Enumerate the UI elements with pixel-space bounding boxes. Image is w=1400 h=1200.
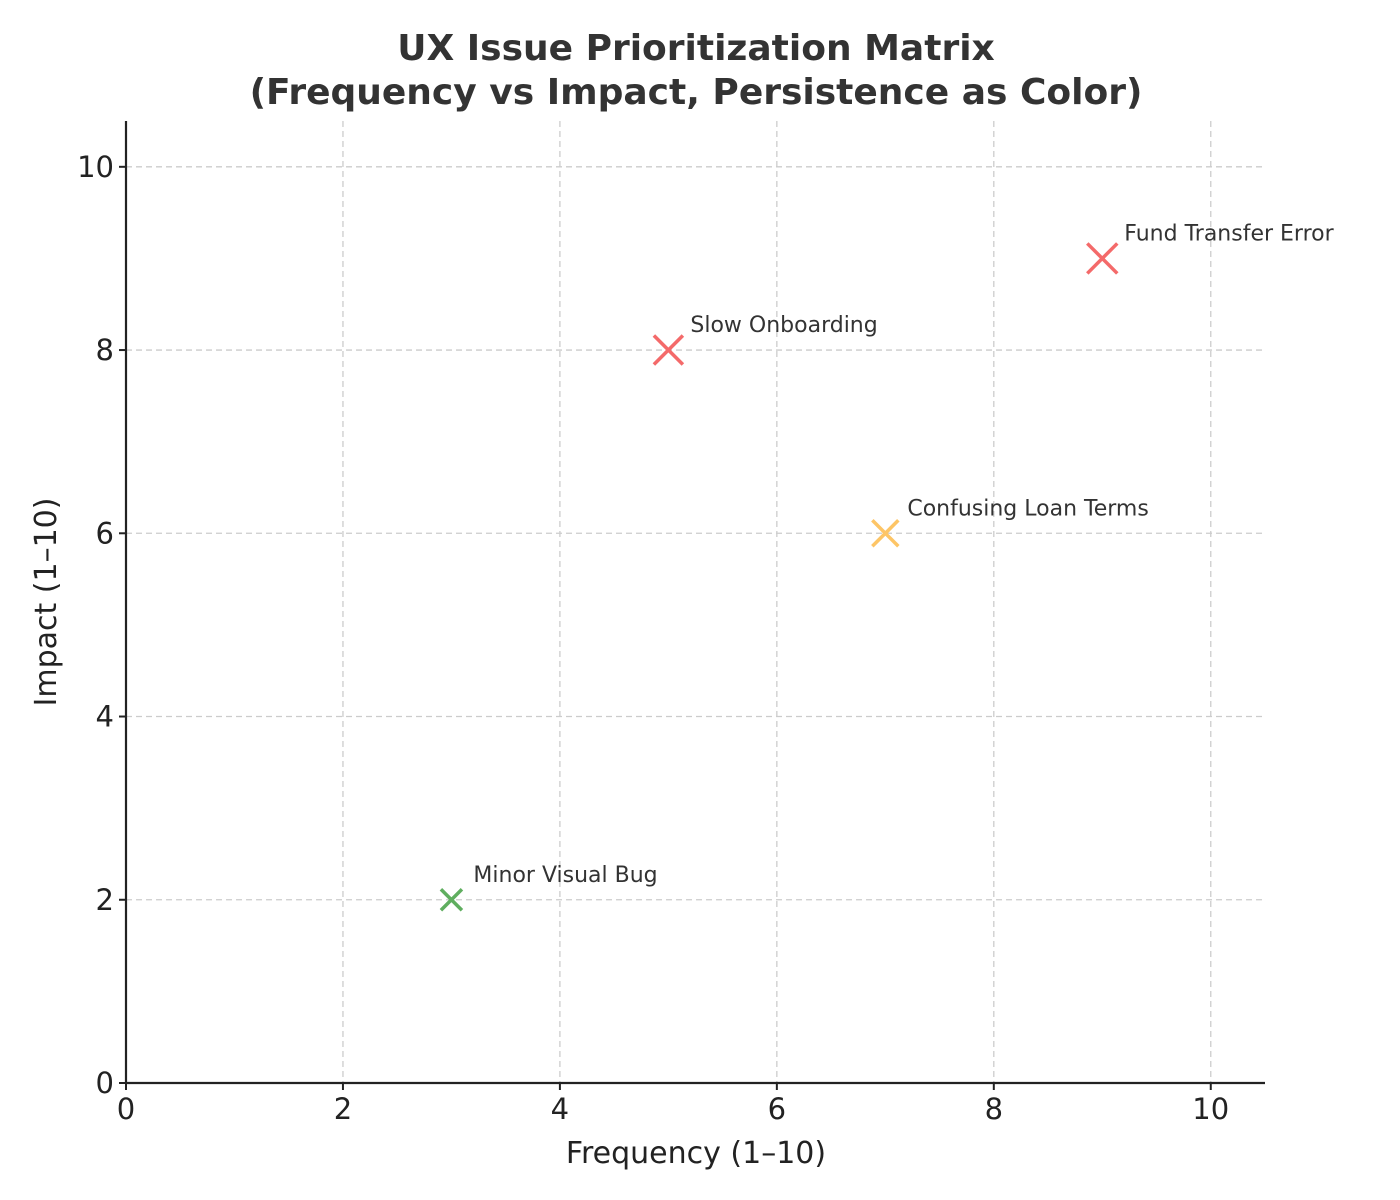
data-point (1086, 242, 1119, 275)
x-tick-label: 8 (985, 1092, 1003, 1126)
point-label: Confusing Loan Terms (907, 496, 1148, 521)
x-marker-stroke (1086, 242, 1119, 275)
x-tick-label: 2 (334, 1092, 352, 1126)
y-axis-label: Impact (1–10) (29, 498, 64, 707)
point-label: Slow Onboarding (690, 313, 877, 338)
data-point (871, 519, 900, 548)
point-label: Fund Transfer Error (1124, 221, 1334, 246)
x-marker-stroke (439, 888, 464, 912)
y-tick-label: 8 (96, 333, 114, 367)
x-tick-label: 10 (1192, 1092, 1229, 1126)
y-tick-label: 2 (96, 883, 114, 917)
y-tick-label: 4 (96, 700, 114, 734)
y-tick-label: 10 (77, 150, 114, 184)
x-marker-stroke (652, 334, 685, 366)
data-point (652, 334, 685, 366)
data-point (439, 888, 464, 912)
x-axis-label: Frequency (1–10) (566, 1136, 826, 1171)
x-tick-label: 6 (768, 1092, 786, 1126)
x-tick-label: 4 (551, 1092, 569, 1126)
y-tick-label: 0 (96, 1066, 114, 1100)
chart-title-line-1: UX Issue Prioritization Matrix (397, 28, 995, 69)
x-marker-stroke (871, 519, 900, 548)
point-label: Minor Visual Bug (473, 863, 657, 888)
chart-title-line-2: (Frequency vs Impact, Persistence as Col… (250, 72, 1143, 113)
x-tick-label: 0 (117, 1092, 135, 1126)
y-tick-label: 6 (96, 516, 114, 550)
